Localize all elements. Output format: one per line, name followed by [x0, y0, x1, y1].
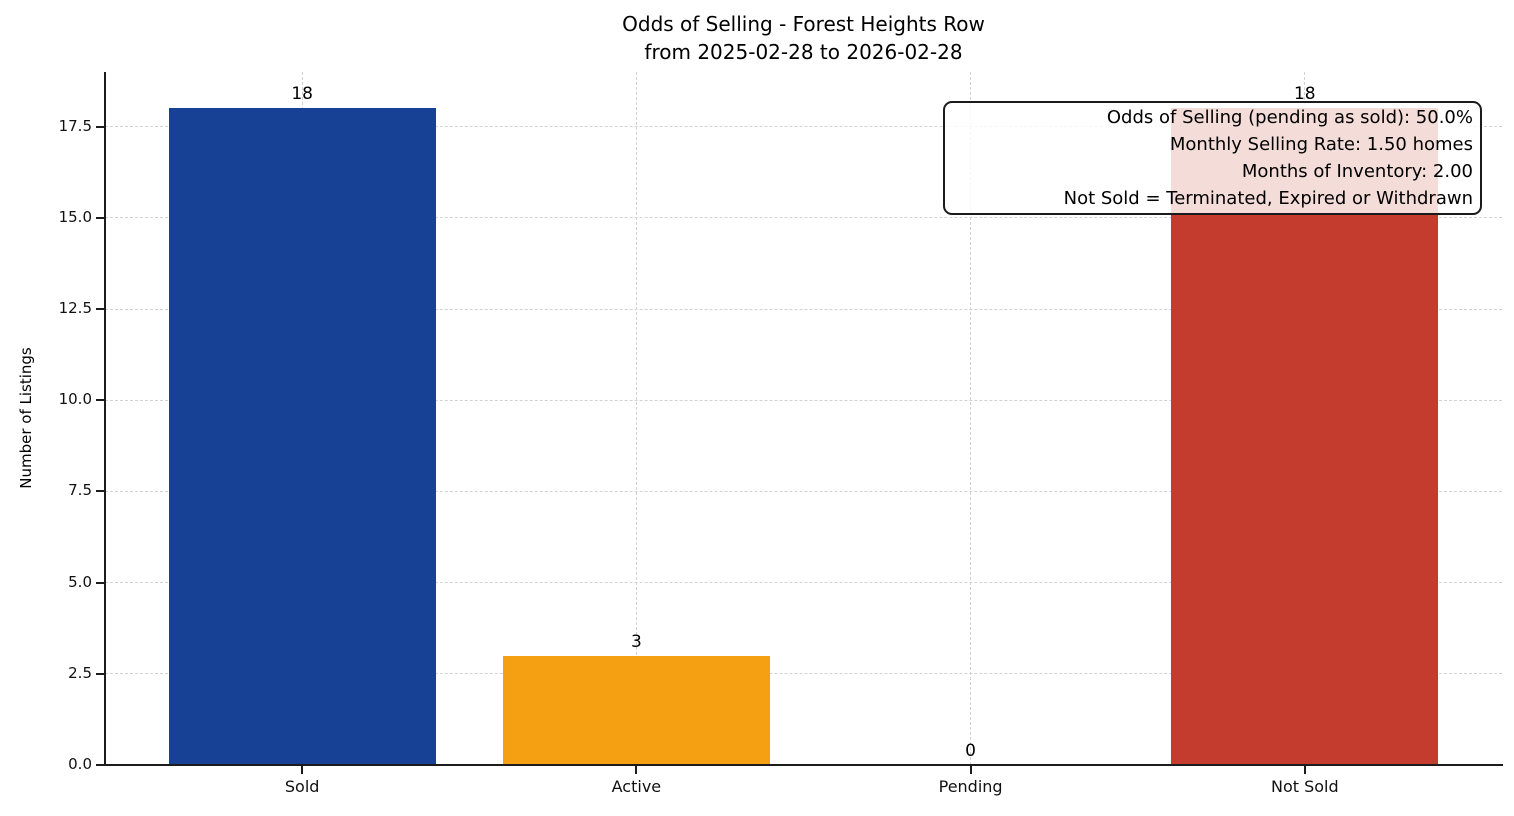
- y-tick-label: 12.5: [58, 299, 92, 318]
- y-tick-mark: [96, 764, 105, 766]
- x-tick-mark: [1303, 765, 1306, 774]
- x-tick-label: Sold: [284, 777, 320, 796]
- y-tick-mark: [96, 581, 105, 584]
- y-tick-label: 17.5: [58, 116, 92, 135]
- v-gridline: [970, 72, 972, 765]
- y-tick-label: 15.0: [58, 207, 92, 226]
- h-gridline: [105, 217, 1502, 219]
- y-axis-spine: [104, 72, 106, 766]
- annotation-line-months-inventory: Months of Inventory: 2.00: [1241, 161, 1473, 182]
- y-tick-mark: [96, 490, 105, 493]
- bar-value-label: 18: [291, 84, 313, 105]
- x-tick-label: Active: [611, 777, 662, 796]
- y-tick-mark: [96, 125, 105, 128]
- bar-value-label: 0: [965, 741, 976, 761]
- x-tick-label: Not Sold: [1270, 777, 1339, 796]
- annotation-line-monthly-rate: Monthly Selling Rate: 1.50 homes: [1169, 134, 1473, 155]
- annotation-line-odds: Odds of Selling (pending as sold): 50.0%: [1106, 107, 1473, 128]
- h-gridline: [105, 490, 1502, 492]
- y-tick-label: 7.5: [68, 481, 92, 500]
- bar-sold: [168, 108, 436, 765]
- annotation-line-not-sold-definition: Not Sold = Terminated, Expired or Withdr…: [1063, 188, 1473, 209]
- x-tick-mark: [969, 765, 972, 774]
- stats-annotation-box: Odds of Selling (pending as sold): 50.0%…: [943, 101, 1482, 215]
- y-tick-label: 2.5: [68, 663, 92, 682]
- y-tick-mark: [96, 399, 105, 402]
- h-gridline: [105, 399, 1502, 401]
- y-tick-mark: [96, 216, 105, 219]
- bar-not-sold: [1171, 108, 1439, 765]
- bar-active: [502, 655, 771, 765]
- y-tick-mark: [96, 308, 105, 311]
- y-tick-label: 0.0: [68, 755, 92, 773]
- y-tick-label: 5.0: [68, 572, 92, 591]
- h-gridline: [105, 308, 1502, 310]
- chart-title: Odds of Selling - Forest Heights Row: [622, 12, 985, 36]
- bar-value-label: 18: [1293, 84, 1316, 105]
- h-gridline: [105, 582, 1502, 584]
- chart-subtitle: from 2025-02-28 to 2026-02-28: [644, 40, 963, 64]
- x-tick-label: Pending: [938, 777, 1003, 796]
- bar-value-label: 3: [630, 631, 642, 652]
- y-tick-label: 10.0: [58, 390, 92, 409]
- h-gridline: [105, 126, 1502, 128]
- x-axis-spine: [104, 764, 1503, 766]
- x-tick-mark: [635, 765, 638, 774]
- h-gridline: [105, 673, 1502, 675]
- x-tick-mark: [301, 765, 304, 774]
- v-gridline: [635, 72, 637, 765]
- y-tick-mark: [96, 672, 105, 675]
